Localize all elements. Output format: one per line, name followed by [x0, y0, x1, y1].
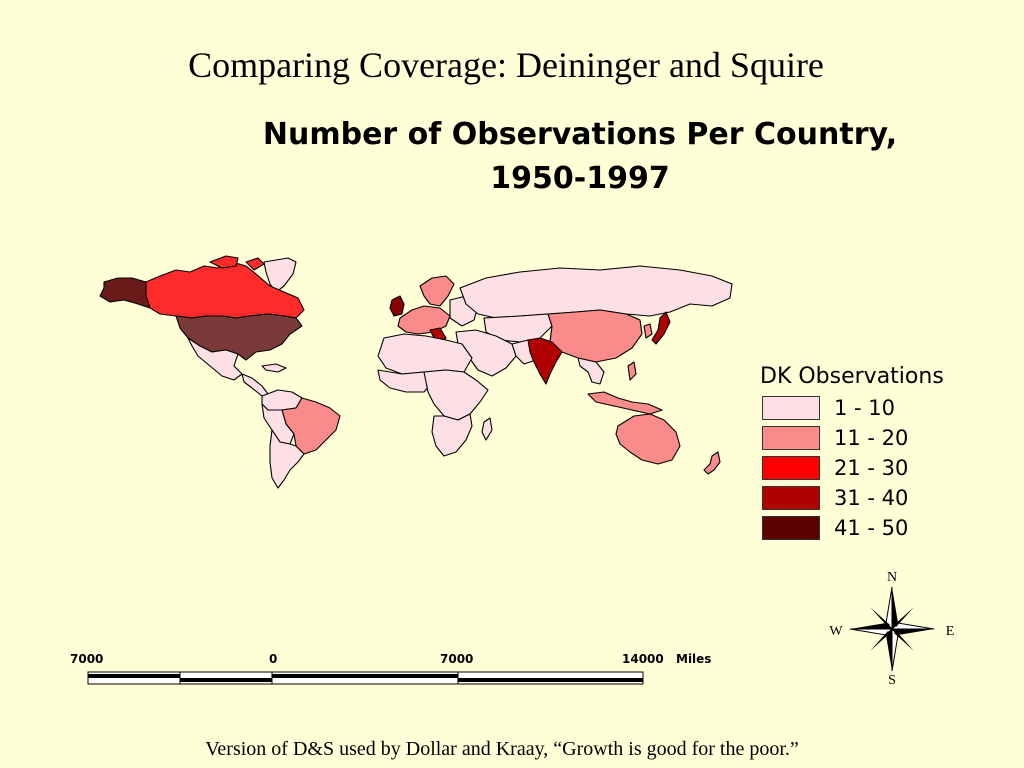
legend-item: 11 - 20	[760, 423, 944, 453]
legend-item: 41 - 50	[760, 513, 944, 543]
scale-unit: Miles	[676, 652, 712, 666]
country-uk	[389, 295, 405, 317]
scale-label-mid: 7000	[440, 652, 474, 666]
world-map	[99, 255, 733, 489]
country-southern-cone	[269, 429, 305, 489]
scale-label-zero: 0	[269, 652, 278, 666]
country-alaska	[99, 277, 151, 309]
country-brazil	[281, 397, 341, 455]
country-madagascar	[481, 417, 493, 441]
slide-title: Comparing Coverage: Deininger and Squire	[188, 45, 824, 85]
country-korea	[643, 323, 653, 339]
country-central-east-africa	[423, 369, 489, 421]
country-japan	[651, 311, 671, 345]
country-australia	[615, 413, 681, 465]
legend-swatch	[762, 486, 820, 510]
country-southeast-asia	[577, 357, 605, 385]
country-new-zealand	[703, 451, 721, 475]
caribbean	[261, 363, 287, 373]
central-america	[241, 373, 269, 397]
scale-label-left: 7000	[70, 652, 104, 666]
country-southern-africa	[431, 413, 473, 457]
legend-swatch	[762, 456, 820, 480]
country-scandinavia	[419, 275, 455, 307]
legend-item: 1 - 10	[760, 393, 944, 423]
legend-label: 1 - 10	[834, 396, 896, 420]
country-greenland	[263, 257, 297, 293]
country-usa	[175, 313, 303, 361]
compass-w: W	[829, 624, 843, 639]
arctic-islands	[209, 255, 265, 271]
legend-swatch	[762, 426, 820, 450]
map-title-line2: 1950-1997	[490, 161, 670, 196]
legend-item: 21 - 30	[760, 453, 944, 483]
country-philippines	[627, 361, 637, 381]
country-peru-bolivia	[261, 403, 295, 445]
legend-title: DK Observations	[760, 364, 944, 389]
map-title: Number of Observations Per Country, 1950…	[172, 113, 988, 201]
legend-label: 21 - 30	[834, 456, 909, 480]
legend: DK Observations 1 - 10 11 - 20 21 - 30 3…	[760, 364, 944, 543]
legend-swatch	[762, 396, 820, 420]
map-title-line1: Number of Observations Per Country,	[262, 117, 898, 152]
legend-item: 31 - 40	[760, 483, 944, 513]
scale-label-right: 14000	[622, 652, 664, 666]
country-china	[547, 309, 643, 363]
country-west-africa	[377, 369, 433, 393]
compass-s: S	[888, 673, 896, 686]
legend-swatch	[762, 516, 820, 540]
country-indonesia	[587, 391, 663, 415]
compass-n: N	[887, 570, 897, 585]
legend-label: 11 - 20	[834, 426, 909, 450]
compass-e: E	[946, 624, 955, 639]
slide-footer: Version of D&S used by Dollar and Kraay,…	[205, 738, 799, 760]
legend-label: 31 - 40	[834, 486, 909, 510]
country-india	[527, 337, 563, 385]
scale-bar-graphic	[87, 671, 644, 685]
compass-rose-icon: N S E W	[829, 570, 955, 686]
country-western-europe	[397, 305, 451, 335]
legend-label: 41 - 50	[834, 516, 909, 540]
